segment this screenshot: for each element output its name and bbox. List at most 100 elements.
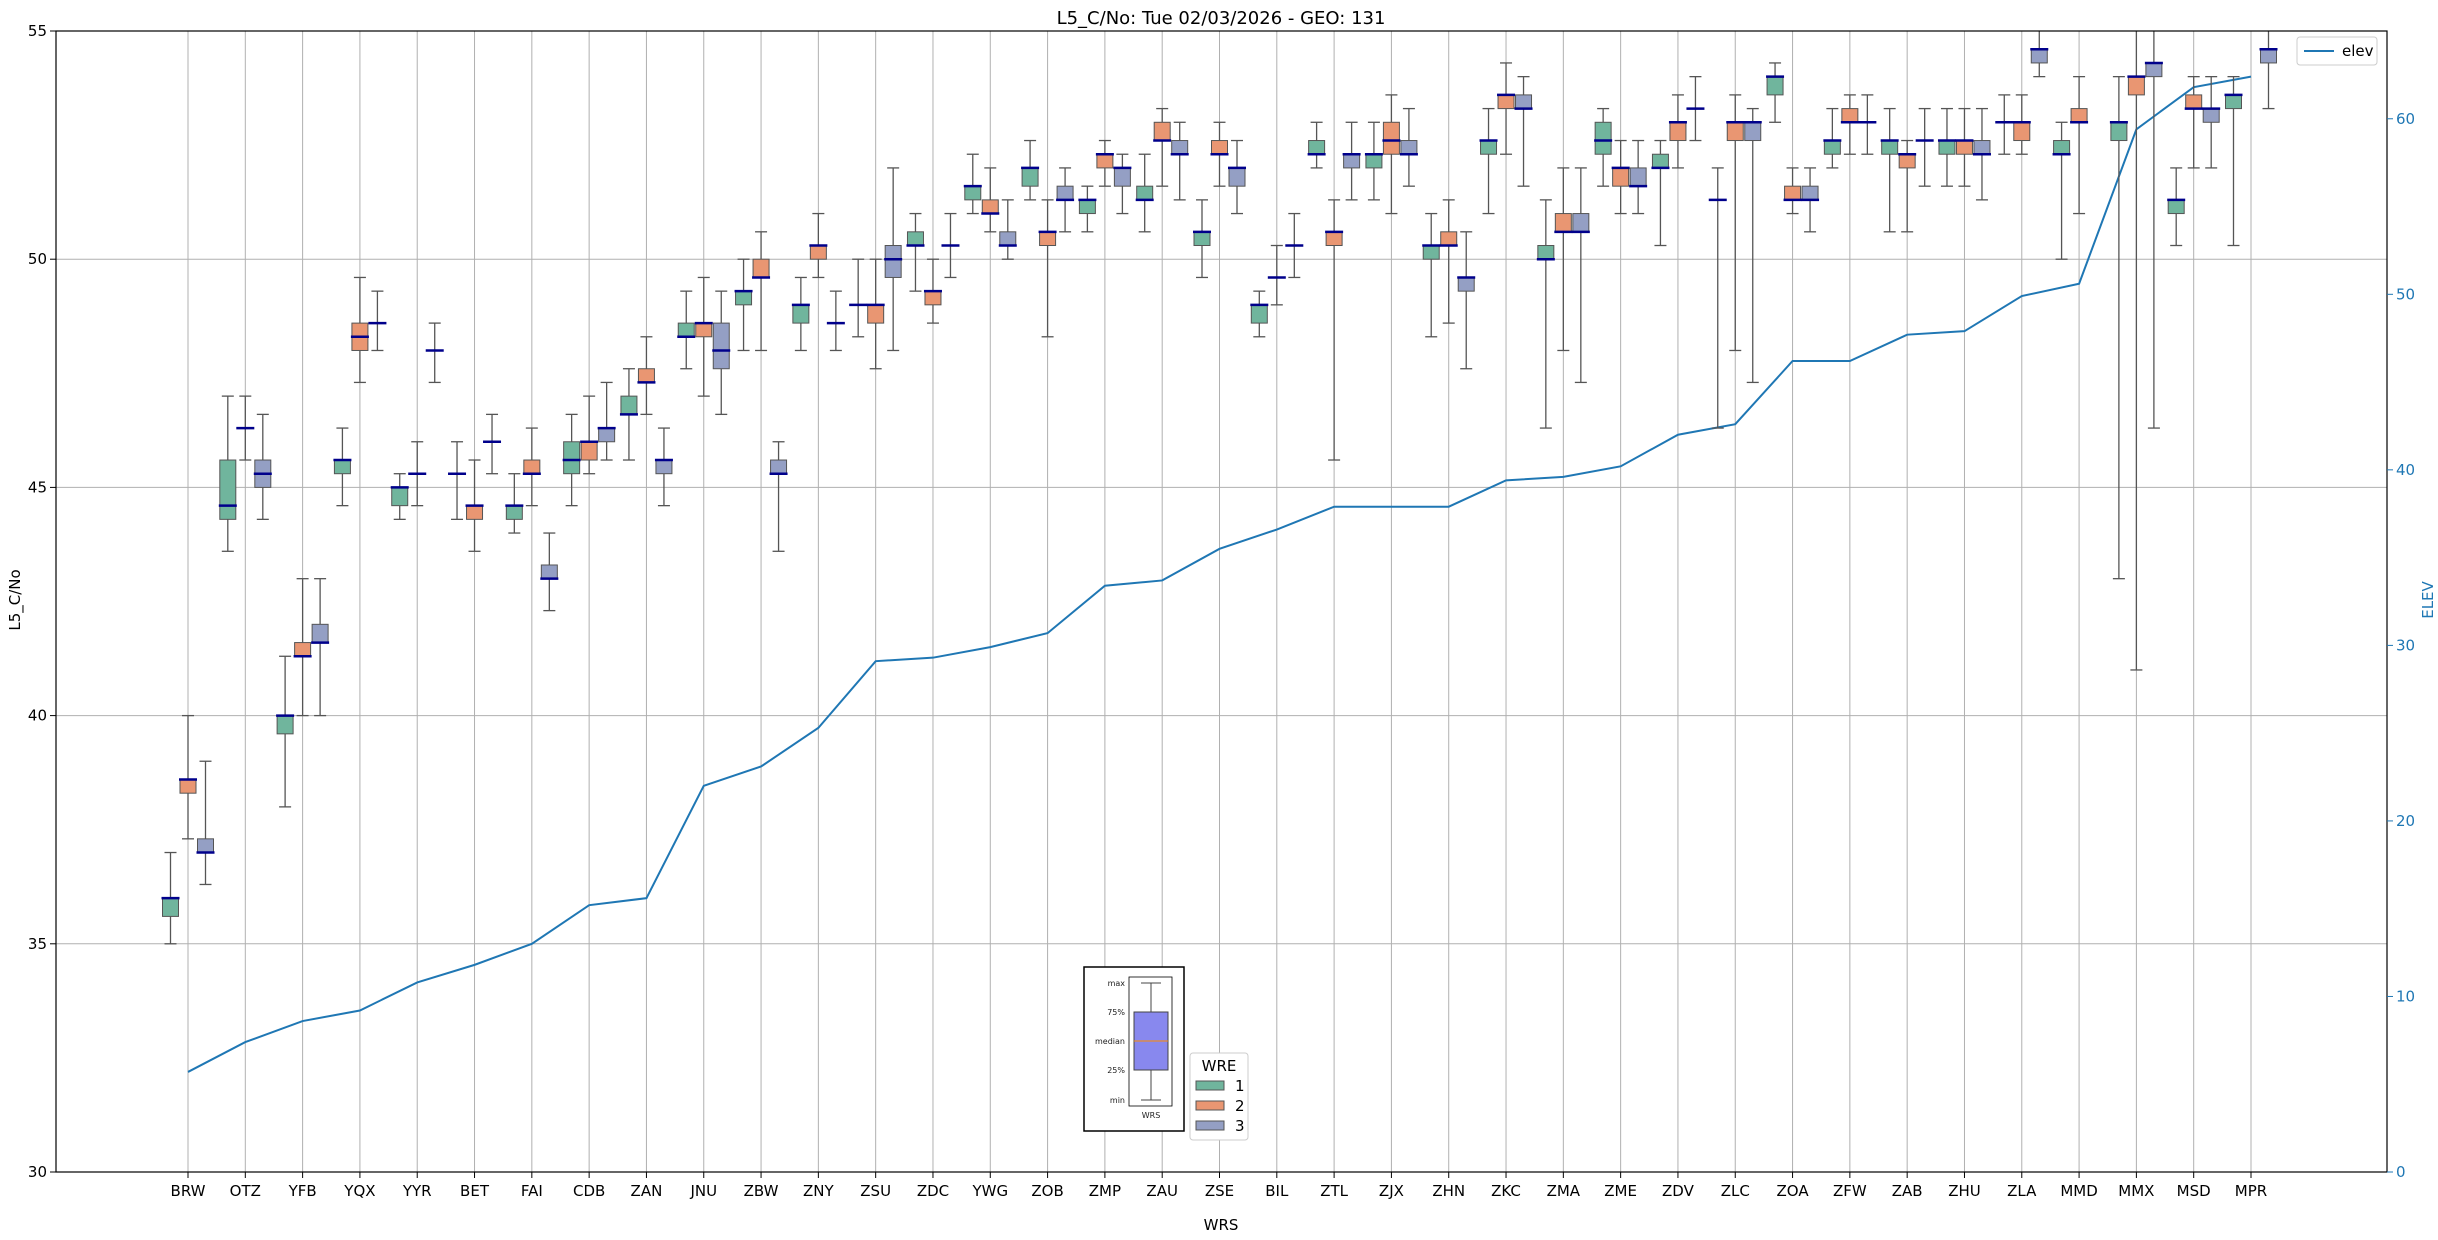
box	[735, 290, 753, 306]
box	[1669, 121, 1687, 142]
box	[1537, 245, 1555, 260]
box-wre1-otz	[218, 395, 237, 552]
key-label-max: max	[1108, 979, 1126, 988]
y-tick-label: 40	[28, 707, 47, 725]
box-wre1-zma	[1536, 199, 1555, 429]
box	[1078, 199, 1096, 215]
y2-tick-label: 30	[2396, 636, 2415, 654]
box	[1039, 231, 1057, 247]
box	[809, 245, 827, 260]
box-wre1-zkc	[1479, 107, 1498, 215]
box-wre3-msd	[2202, 75, 2221, 169]
box	[2110, 121, 2128, 142]
box-wre3-zfw	[1858, 94, 1877, 155]
box-wre2-zlc	[1726, 94, 1745, 352]
box-wre3-zmp	[1113, 153, 1132, 215]
box-wre1-zdv	[1651, 139, 1670, 247]
box	[2167, 199, 2185, 215]
box	[391, 486, 409, 507]
box-wre2-zhu	[1955, 107, 1974, 187]
box-wre3-zdc	[941, 212, 960, 279]
x-tick-label: BET	[460, 1182, 490, 1200]
box-wre2-ywg	[981, 167, 1000, 233]
x-tick-label: BIL	[1265, 1182, 1289, 1200]
chart-title: L5_C/No: Tue 02/03/2026 - GEO: 131	[1057, 8, 1386, 29]
box-wre1-zfw	[1823, 107, 1842, 169]
x-tick-label: FAI	[521, 1182, 543, 1200]
box-wre1-zla	[1995, 94, 2014, 155]
box	[1938, 140, 1956, 155]
box-wre3-zau	[1170, 121, 1189, 201]
box-wre2-msd	[2184, 75, 2203, 169]
y2-tick-label: 20	[2396, 812, 2415, 830]
box	[311, 623, 329, 644]
box	[620, 395, 638, 415]
box-wre3-zdv	[1686, 75, 1705, 142]
box	[1744, 121, 1762, 142]
wre-legend-title: WRE	[1202, 1057, 1237, 1075]
box-wre1-zob	[1021, 139, 1040, 201]
box	[770, 459, 788, 475]
x-tick-label: MPR	[2235, 1182, 2267, 1200]
box-wre1-zab	[1880, 107, 1899, 233]
box	[2053, 140, 2071, 155]
box-wre1-zbw	[734, 258, 753, 352]
box	[580, 441, 598, 461]
box	[1400, 140, 1418, 155]
x-tick-label: ZMA	[1547, 1182, 1581, 1200]
x-tick-label: ZJX	[1379, 1182, 1404, 1200]
box	[637, 368, 655, 383]
x-tick-label: ZAN	[631, 1182, 663, 1200]
box-wre2-zkc	[1497, 62, 1516, 155]
box-wre3-mmx	[2144, 31, 2163, 429]
box-wre1-bet	[448, 441, 467, 520]
wre-legend-label-1: 1	[1235, 1077, 1245, 1095]
box-wre3-brw	[196, 760, 215, 886]
box	[1823, 140, 1841, 155]
box	[2260, 48, 2277, 64]
x-tick-label: ZDV	[1662, 1182, 1695, 1200]
box-wre2-zdv	[1668, 94, 1687, 169]
box-wre2-zdc	[923, 258, 942, 324]
box	[1211, 140, 1228, 155]
y-tick-label: 45	[28, 478, 47, 496]
box-wre3-cdb	[597, 381, 616, 461]
box-wre2-zoa	[1783, 167, 1802, 215]
x-tick-label: ZDC	[917, 1182, 949, 1200]
x-tick-label: ZOB	[1031, 1182, 1063, 1200]
box-wre3-yqx	[368, 290, 387, 352]
box	[1955, 140, 1973, 155]
box	[1457, 276, 1475, 292]
box	[1594, 121, 1612, 155]
box-wre2-zhn	[1439, 199, 1458, 324]
boxplot-key-inset: max 75% median 25% min WRS	[1083, 966, 1185, 1132]
box-wre3-zse	[1228, 139, 1246, 215]
key-label-q3: 75%	[1107, 1008, 1125, 1017]
box-wre2-zsu	[866, 258, 885, 370]
box	[2013, 121, 2031, 142]
x-tick-label: ZHN	[1432, 1182, 1465, 1200]
box	[924, 290, 942, 306]
box-wre1-yyr	[390, 473, 409, 520]
elev-series	[187, 75, 2252, 1073]
box	[1096, 153, 1114, 169]
x-tick-label: MMD	[2060, 1182, 2097, 1200]
box-wre1-yfb	[276, 655, 295, 808]
box-wre2-bil	[1267, 244, 1286, 306]
box-wre1-zlc	[1708, 167, 1727, 429]
box-wre1-zdc	[906, 212, 925, 292]
box-wre2-zbw	[752, 231, 771, 352]
box	[792, 304, 810, 324]
box	[1515, 94, 1533, 110]
box	[2127, 76, 2145, 96]
box-wre2-bet	[465, 459, 484, 552]
box-wre1-zsu	[849, 258, 868, 338]
box-wre2-cdb	[580, 395, 599, 475]
box	[1766, 76, 1784, 96]
box-wre1-zhn	[1422, 212, 1441, 338]
box-wre2-zse	[1210, 121, 1229, 187]
box	[712, 322, 730, 370]
box-wre1-yqx	[333, 427, 352, 507]
box	[1308, 140, 1326, 155]
